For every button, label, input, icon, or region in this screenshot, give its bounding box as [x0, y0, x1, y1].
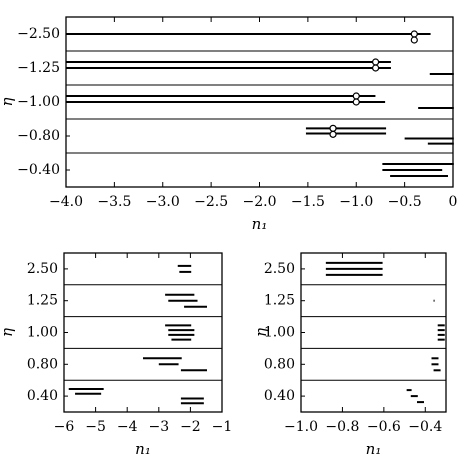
x-axis-label: n₁	[252, 215, 268, 233]
x-tick-label: −5	[85, 419, 106, 435]
x-tick-label: −0.8	[325, 419, 359, 435]
y-tick-label: 0.40	[27, 388, 58, 404]
x-tick-label: −4	[117, 419, 138, 435]
marker	[329, 124, 337, 132]
y-tick-label: 2.50	[27, 261, 58, 277]
plot-frame	[65, 16, 454, 188]
x-tick-label: −1.0	[339, 194, 373, 210]
x-tick-label: −3.0	[146, 194, 180, 210]
x-tick-label: −0.6	[367, 419, 401, 435]
marker	[372, 64, 380, 72]
x-tick-label: −1.0	[284, 419, 318, 435]
marker	[410, 36, 418, 44]
y-axis-label: η	[252, 328, 270, 337]
plot-frame	[300, 252, 447, 413]
y-tick-label: 2.50	[264, 261, 295, 277]
y-tick-label: 1.00	[264, 325, 295, 341]
y-tick-label: −1.25	[17, 60, 60, 76]
y-axis-label: η	[0, 98, 16, 107]
y-axis-label: η	[0, 328, 16, 337]
marker	[352, 92, 360, 100]
x-tick-label: −3	[148, 419, 169, 435]
x-tick-label: −2	[180, 419, 201, 435]
x-tick-label: −3.5	[97, 194, 131, 210]
x-tick-label: −0.5	[388, 194, 422, 210]
marker	[410, 30, 418, 38]
x-tick-label: −4.0	[49, 194, 83, 210]
x-tick-label: −2.5	[194, 194, 228, 210]
x-tick-label: −0.4	[408, 419, 442, 435]
x-tick-label: 0	[449, 194, 458, 210]
y-tick-label: 1.25	[264, 293, 295, 309]
marker	[372, 58, 380, 66]
x-axis-label: n₁	[135, 440, 151, 458]
x-tick-label: −2.0	[243, 194, 277, 210]
plot-frame	[63, 252, 223, 413]
y-tick-label: −0.40	[17, 162, 60, 178]
y-tick-label: 1.00	[27, 325, 58, 341]
y-tick-label: 0.80	[27, 356, 58, 372]
marker	[352, 98, 360, 106]
x-axis-label: n₁	[366, 440, 382, 458]
x-tick-label: −6	[54, 419, 75, 435]
x-tick-label: −1	[212, 419, 233, 435]
y-tick-label: −0.80	[17, 128, 60, 144]
y-tick-label: −1.00	[17, 94, 60, 110]
y-tick-label: −2.50	[17, 26, 60, 42]
marker	[329, 130, 337, 138]
y-tick-label: 0.40	[264, 388, 295, 404]
y-tick-label: 1.25	[27, 293, 58, 309]
y-tick-label: 0.80	[264, 356, 295, 372]
x-tick-label: −1.5	[291, 194, 325, 210]
